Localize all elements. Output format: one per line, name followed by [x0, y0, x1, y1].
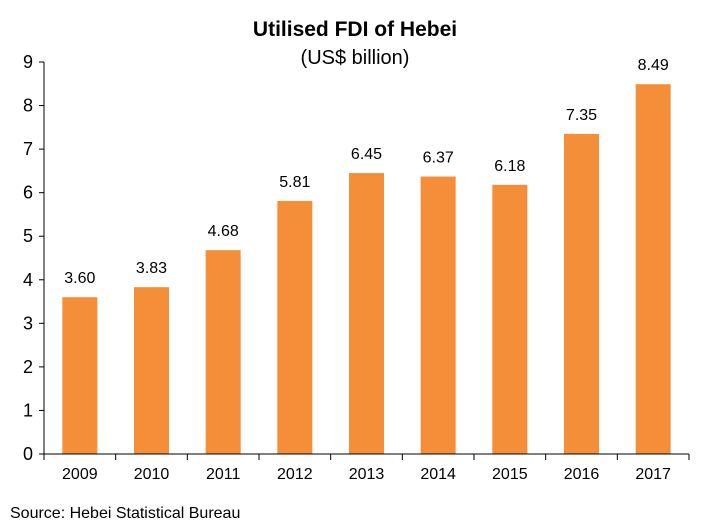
chart-title: Utilised FDI of Hebei: [253, 18, 457, 41]
y-tick-label: 5: [23, 226, 33, 246]
bar: [205, 250, 241, 454]
data-label: 6.18: [494, 158, 525, 175]
bar: [62, 297, 98, 454]
data-label: 8.49: [638, 57, 669, 74]
x-tick-label: 2017: [635, 466, 671, 483]
y-tick-label: 8: [23, 96, 33, 116]
y-tick-label: 2: [23, 357, 33, 377]
bar: [134, 287, 169, 454]
y-tick-label: 0: [23, 444, 33, 464]
y-tick-label: 4: [23, 270, 33, 290]
x-tick-label: 2016: [564, 466, 600, 483]
y-tick-label: 3: [23, 313, 33, 333]
y-tick-label: 9: [23, 52, 33, 72]
data-label: 3.60: [64, 270, 95, 287]
bar-chart: Utilised FDI of Hebei (US$ billion) 0 1 2 3…: [23, 18, 690, 483]
data-label: 6.37: [423, 150, 454, 167]
x-tick-label: 2013: [349, 466, 385, 483]
bar: [349, 173, 384, 455]
bar: [277, 200, 313, 454]
y-axis: 0 1 2 3 4 5 6 7 8 9: [23, 52, 45, 464]
source-note: Source: Hebei Statistical Bureau: [10, 505, 241, 522]
x-tick-label: 2011: [206, 466, 241, 483]
x-tick-label: 2009: [62, 466, 98, 483]
x-tick-label: 2010: [134, 466, 170, 483]
data-label: 6.45: [351, 146, 382, 163]
data-label: 3.83: [136, 260, 167, 277]
bars: [62, 84, 671, 455]
y-tick-label: 6: [23, 183, 33, 203]
bar: [564, 133, 599, 454]
y-tick-label: 7: [23, 139, 33, 159]
bar: [635, 84, 671, 455]
data-label: 7.35: [566, 107, 597, 124]
data-label: 4.68: [208, 223, 239, 240]
y-tick-label: 1: [23, 400, 33, 420]
x-tick-label: 2012: [277, 466, 313, 483]
bar: [492, 184, 528, 454]
x-axis: 2009 2010 2011 2012 2013 2014 2015 2016 2017: [43, 453, 690, 483]
x-tick-label: 2014: [420, 466, 456, 483]
bar: [420, 176, 456, 454]
chart-subtitle: (US$ billion): [301, 47, 410, 69]
data-labels: 3.60 3.83 4.68 5.81 6.45 6.37 6.18 7.35 8.49: [64, 57, 669, 287]
data-label: 5.81: [279, 174, 310, 191]
x-tick-label: 2015: [492, 466, 528, 483]
